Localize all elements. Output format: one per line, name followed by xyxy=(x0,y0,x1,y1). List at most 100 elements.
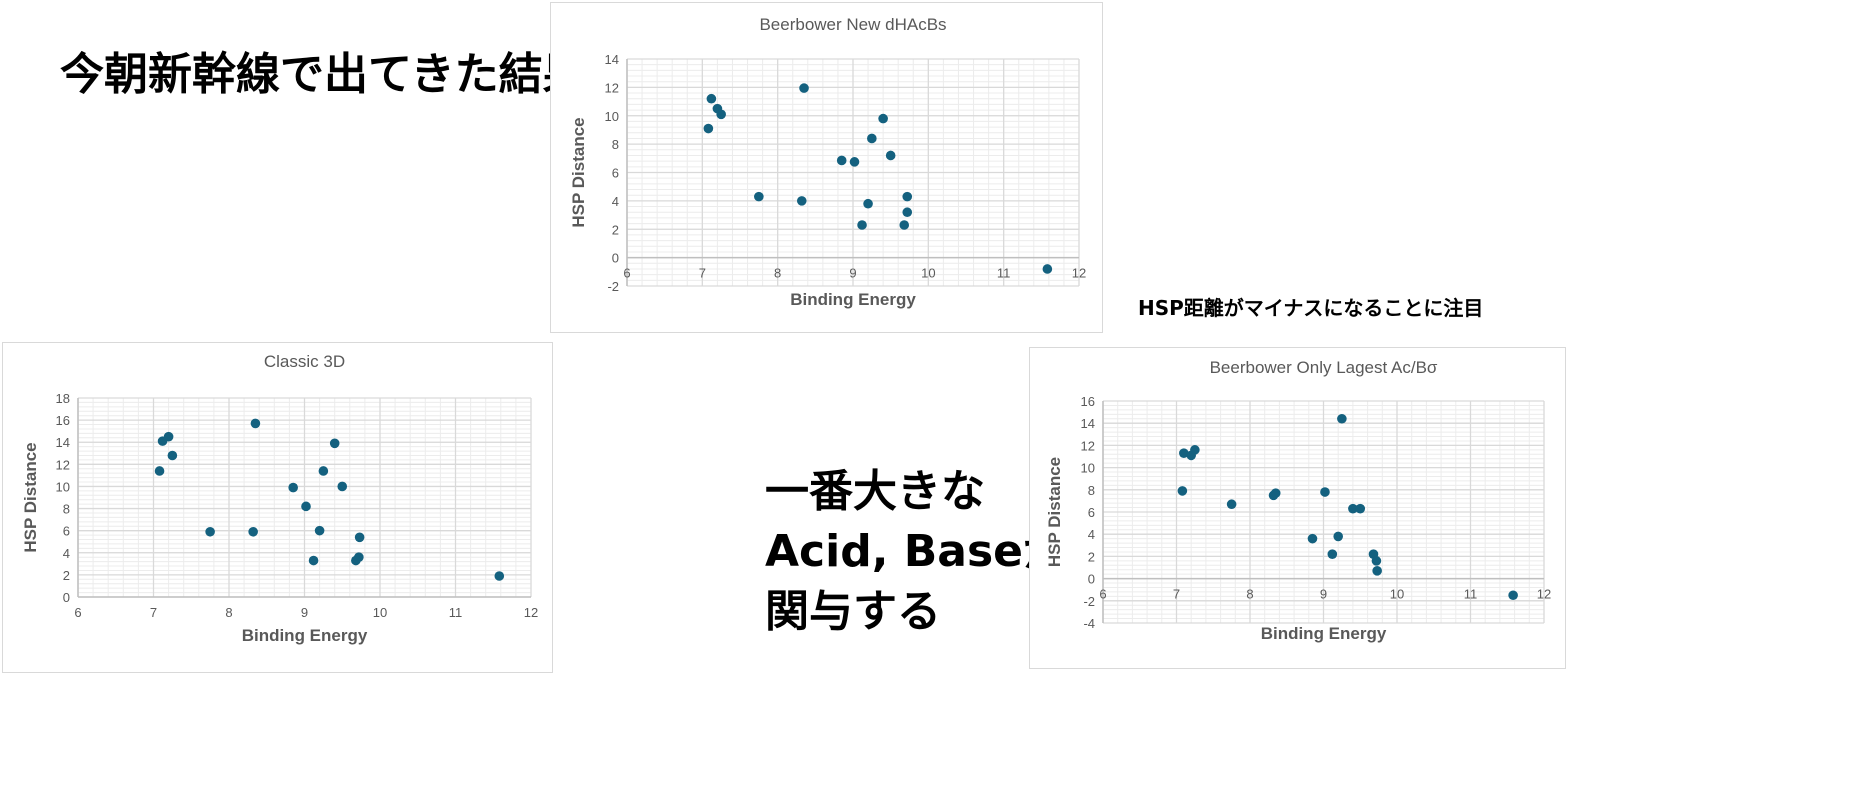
y-tick-label: 6 xyxy=(63,524,70,539)
x-tick-label: 10 xyxy=(373,605,387,620)
data-point xyxy=(1179,448,1189,458)
data-point xyxy=(1226,499,1237,510)
x-tick-label: 11 xyxy=(449,605,463,620)
y-tick-label: 14 xyxy=(605,52,619,67)
data-point xyxy=(314,525,325,536)
x-axis-title: Binding Energy xyxy=(1261,624,1387,643)
data-point xyxy=(1307,533,1318,544)
data-point xyxy=(1355,503,1366,514)
x-axis-title: Binding Energy xyxy=(790,290,916,309)
x-tick-label: 7 xyxy=(150,605,157,620)
x-tick-label: 10 xyxy=(1390,587,1404,602)
data-point xyxy=(716,109,726,120)
y-tick-label: 2 xyxy=(1088,549,1095,564)
data-point xyxy=(329,438,340,449)
y-tick-label: 8 xyxy=(1088,483,1095,498)
data-point xyxy=(205,526,215,537)
data-point xyxy=(867,133,877,144)
y-tick-label: 14 xyxy=(1081,416,1095,431)
data-point xyxy=(248,526,258,537)
y-tick-label: 10 xyxy=(56,479,70,494)
x-tick-label: 11 xyxy=(997,266,1011,281)
x-tick-label: 9 xyxy=(1320,587,1327,602)
y-tick-label: 10 xyxy=(1081,461,1095,476)
data-point xyxy=(799,83,809,93)
y-tick-label: 12 xyxy=(56,457,70,472)
note-line: 一番大きな xyxy=(765,466,985,517)
data-point xyxy=(163,431,174,442)
headline-note: 今朝新幹線で出てきた結果 xyxy=(60,49,587,100)
data-point xyxy=(836,155,847,166)
data-point xyxy=(902,207,913,218)
data-point xyxy=(318,466,329,476)
data-point xyxy=(308,555,319,566)
data-point xyxy=(754,191,764,202)
data-point xyxy=(494,571,505,581)
chart-title: Beerbower New dHAcBs xyxy=(759,15,946,34)
y-tick-label: -4 xyxy=(1083,616,1095,631)
y-tick-label: 12 xyxy=(1081,438,1095,453)
data-point xyxy=(1372,566,1382,576)
x-tick-label: 6 xyxy=(1099,587,1106,602)
y-tick-label: 0 xyxy=(63,590,70,605)
y-tick-label: 4 xyxy=(1088,527,1095,542)
negative-distance-note: HSP距離がマイナスになることに注目 xyxy=(1138,296,1484,320)
x-tick-label: 11 xyxy=(1464,587,1478,602)
x-tick-label: 12 xyxy=(1072,266,1086,281)
data-point xyxy=(703,123,714,134)
data-point xyxy=(796,196,807,206)
y-tick-label: 4 xyxy=(63,546,70,561)
y-tick-label: 16 xyxy=(1081,394,1095,409)
data-point xyxy=(1348,503,1358,514)
data-point xyxy=(899,220,910,230)
y-tick-label: 14 xyxy=(56,435,70,450)
data-point xyxy=(706,93,717,104)
chart-title: Beerbower Only Lagest Ac/Bσ xyxy=(1210,358,1438,377)
data-point xyxy=(1337,413,1347,424)
y-tick-label: 12 xyxy=(605,80,619,95)
y-axis-title: HSP Distance xyxy=(21,442,40,552)
x-tick-label: 6 xyxy=(623,266,630,281)
y-axis-title: HSP Distance xyxy=(1045,457,1064,567)
y-tick-label: 18 xyxy=(56,391,70,406)
data-point xyxy=(288,482,298,493)
x-tick-label: 8 xyxy=(225,605,232,620)
x-tick-label: 8 xyxy=(1246,587,1253,602)
y-tick-label: -2 xyxy=(1083,594,1095,609)
data-point xyxy=(1177,486,1188,496)
x-tick-label: 9 xyxy=(849,266,856,281)
data-point xyxy=(301,501,311,512)
data-point xyxy=(849,157,860,167)
data-point xyxy=(878,113,888,124)
data-point xyxy=(1270,488,1281,498)
y-tick-label: -2 xyxy=(607,279,619,294)
data-point xyxy=(857,220,867,230)
y-tick-label: 16 xyxy=(56,413,70,428)
x-tick-label: 6 xyxy=(74,605,81,620)
data-point xyxy=(351,555,361,566)
largest-acid-base-note: 一番大きな Acid, Baseが 関与する xyxy=(765,462,1067,642)
data-point xyxy=(1327,549,1338,559)
data-point xyxy=(1371,556,1382,566)
chart-svg: -2 0 2 4 6 8 10 12 14 6 7 8 9 10 11 12 Beerbower New dHA… xyxy=(569,15,1086,309)
x-tick-label: 12 xyxy=(524,605,538,620)
y-tick-label: 6 xyxy=(612,166,619,181)
chart-svg: -4 -2 0 2 4 6 8 10 12 14 16 6 7 8 9 10 11 12 Beerbower Onl… xyxy=(1045,358,1551,643)
x-tick-label: 8 xyxy=(774,266,781,281)
y-tick-label: 2 xyxy=(612,222,619,237)
chart-beerbower-largest: -4 -2 0 2 4 6 8 10 12 14 16 6 7 8 9 10 11 12 Beerbower Onl… xyxy=(1029,347,1566,669)
data-point xyxy=(885,150,896,161)
data-point xyxy=(167,450,178,461)
data-point xyxy=(337,481,348,492)
x-tick-label: 10 xyxy=(921,266,935,281)
y-tick-label: 2 xyxy=(63,568,70,583)
y-tick-label: 0 xyxy=(1088,572,1095,587)
y-tick-label: 8 xyxy=(63,502,70,517)
data-point xyxy=(154,466,165,476)
x-tick-label: 7 xyxy=(1173,587,1180,602)
data-point xyxy=(250,418,261,429)
data-point xyxy=(1042,264,1053,274)
x-tick-label: 12 xyxy=(1537,587,1551,602)
data-point xyxy=(863,198,873,209)
data-point xyxy=(354,532,365,543)
